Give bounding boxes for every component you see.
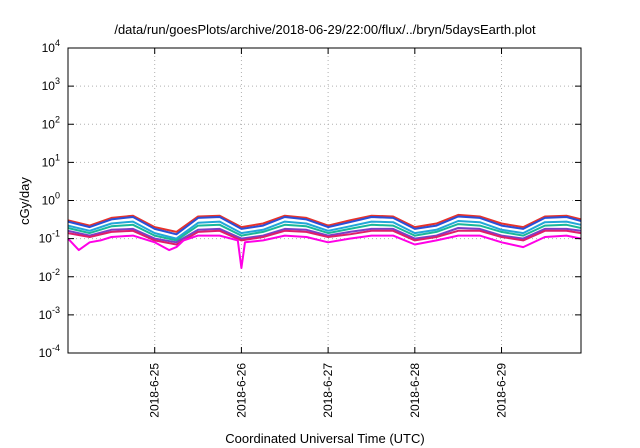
- y-tick-exponent: 4: [55, 38, 60, 48]
- y-tick-exponent: 3: [55, 76, 60, 86]
- y-tick-base: 10: [42, 79, 56, 93]
- y-tick-base: 10: [39, 232, 53, 246]
- y-tick-label: 100: [42, 191, 60, 208]
- x-tick-label: 2018-6-26: [234, 363, 248, 418]
- chart: /data/run/goesPlots/archive/2018-06-29/2…: [0, 0, 640, 448]
- x-tick-label: 2018-6-29: [495, 363, 509, 418]
- y-tick-label: 104: [42, 38, 60, 55]
- y-tick-label: 10-3: [39, 305, 60, 322]
- y-tick-label: 102: [42, 114, 60, 131]
- x-tick-label: 2018-6-28: [408, 363, 422, 418]
- y-tick-label: 10-4: [39, 343, 60, 360]
- y-tick-exponent: -2: [52, 267, 60, 277]
- y-tick-label: 103: [42, 76, 60, 93]
- y-tick-label: 10-2: [39, 267, 60, 284]
- x-axis-label: Coordinated Universal Time (UTC): [225, 431, 424, 446]
- x-tick-label: 2018-6-27: [321, 363, 335, 418]
- chart-title: /data/run/goesPlots/archive/2018-06-29/2…: [114, 22, 536, 37]
- y-tick-exponent: 2: [55, 114, 60, 124]
- y-tick-base: 10: [39, 270, 53, 284]
- y-tick-base: 10: [42, 117, 56, 131]
- y-tick-label: 10-1: [39, 229, 60, 246]
- grid: [68, 48, 581, 353]
- y-tick-exponent: -1: [52, 229, 60, 239]
- y-axis-label: cGy/day: [17, 177, 32, 225]
- y-tick-exponent: -4: [52, 343, 60, 353]
- y-tick-base: 10: [42, 155, 56, 169]
- series-line-6: [68, 236, 581, 268]
- y-tick-base: 10: [42, 194, 56, 208]
- y-tick-exponent: 1: [55, 152, 60, 162]
- y-tick-exponent: 0: [55, 191, 60, 201]
- y-tick-exponent: -3: [52, 305, 60, 315]
- series-layer: [68, 215, 581, 268]
- y-tick-base: 10: [42, 41, 56, 55]
- y-tick-label: 101: [42, 152, 60, 169]
- x-tick-label: 2018-6-25: [148, 363, 162, 418]
- y-tick-base: 10: [39, 346, 53, 360]
- y-tick-base: 10: [39, 308, 53, 322]
